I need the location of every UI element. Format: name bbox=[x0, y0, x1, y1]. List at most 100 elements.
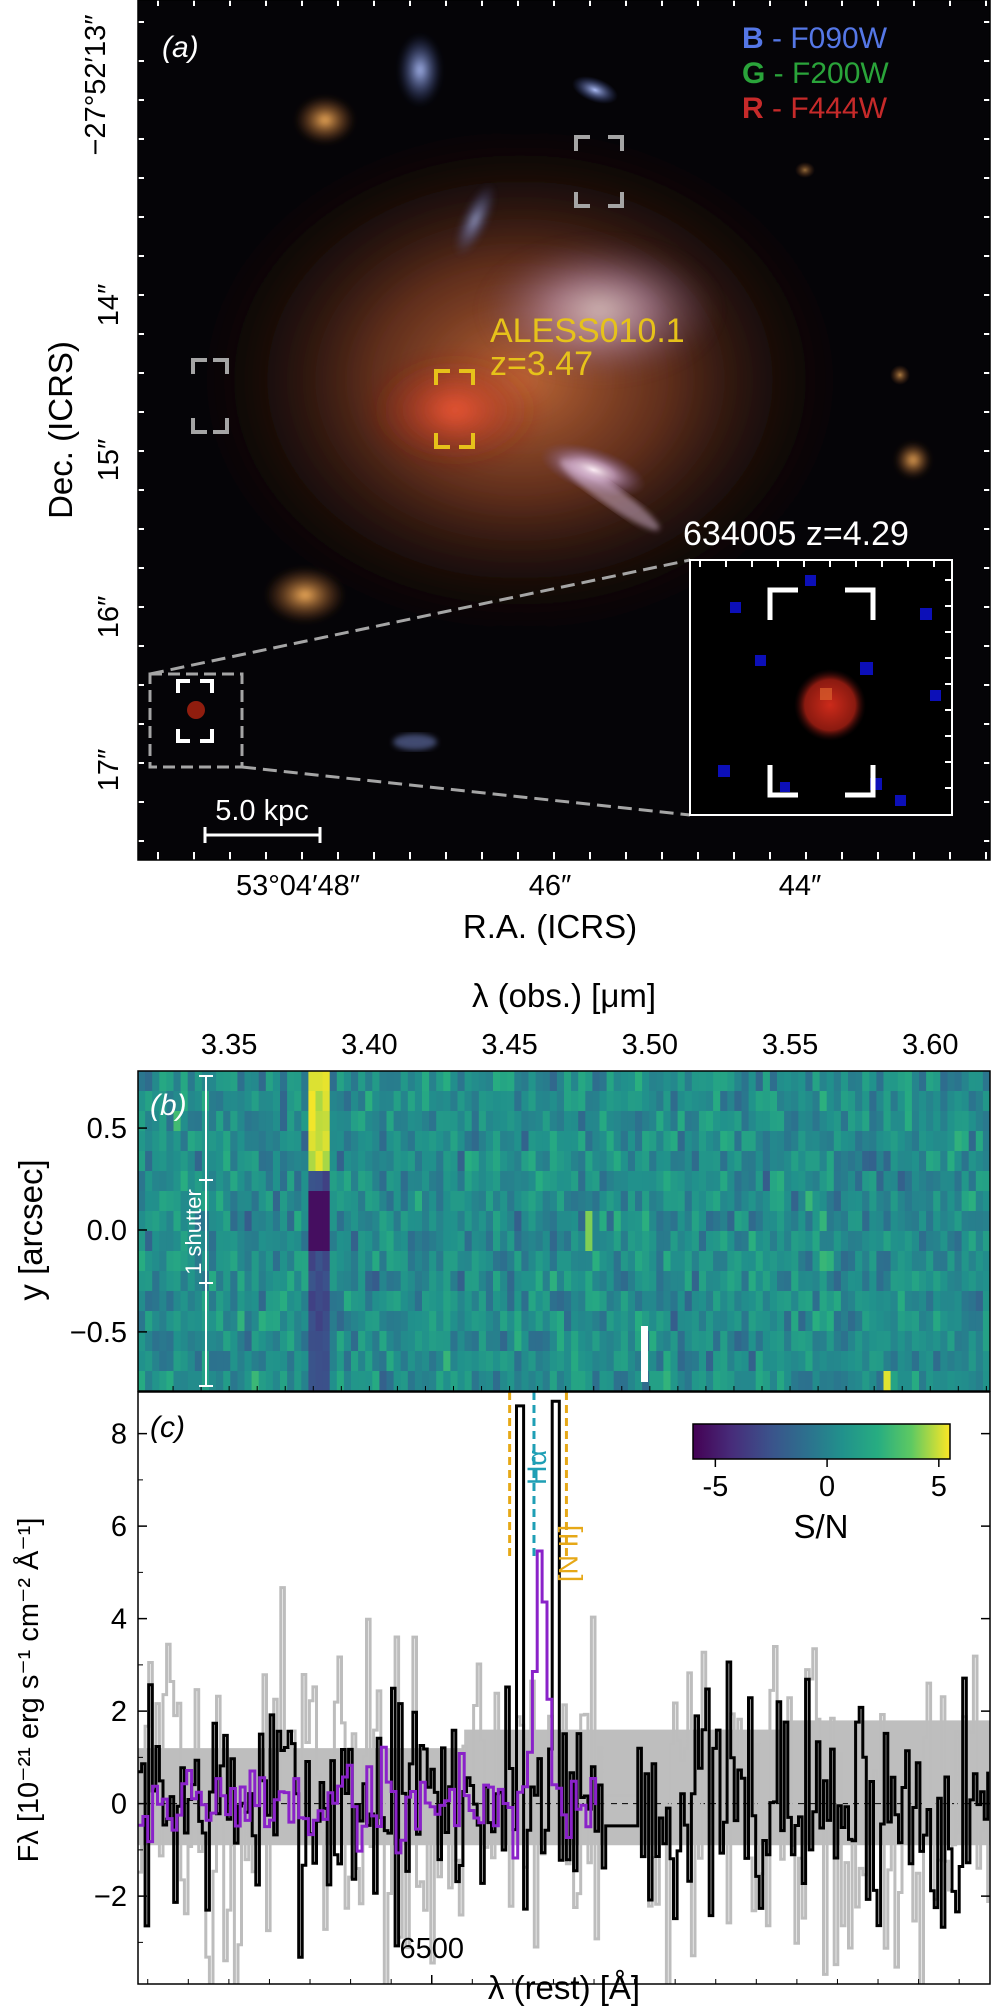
colorbar: -5 0 5 S/N bbox=[692, 1423, 951, 1545]
sn-pixel bbox=[883, 1231, 892, 1252]
sn-pixel bbox=[464, 1171, 473, 1192]
sn-pixel bbox=[571, 1131, 579, 1152]
obs-tick-label: 3.45 bbox=[481, 1029, 537, 1061]
sn-pixel bbox=[493, 1131, 501, 1152]
sn-pixel bbox=[855, 1331, 863, 1352]
sn-pixel bbox=[365, 1071, 373, 1092]
sn-pixel bbox=[748, 1111, 757, 1132]
sn-pixel bbox=[862, 1351, 870, 1372]
sn-pixel bbox=[769, 1131, 778, 1152]
sn-pixel bbox=[940, 1131, 948, 1152]
sn-pixel bbox=[713, 1271, 721, 1292]
sn-pixel bbox=[890, 1371, 899, 1391]
sn-pixel bbox=[670, 1071, 679, 1092]
sn-pixel bbox=[670, 1311, 679, 1332]
sn-pixel bbox=[223, 1071, 231, 1092]
sn-pixel bbox=[698, 1331, 707, 1352]
sn-pixel bbox=[535, 1351, 544, 1372]
y-arcsec-ticks: 0.50.0−0.5 bbox=[70, 1113, 147, 1349]
sn-pixel bbox=[798, 1251, 806, 1272]
sn-pixel bbox=[372, 1251, 380, 1272]
sn-pixel bbox=[869, 1271, 877, 1292]
sn-pixel bbox=[578, 1071, 586, 1092]
sn-pixel bbox=[585, 1271, 593, 1292]
sn-pixel bbox=[407, 1171, 416, 1192]
sn-pixel bbox=[443, 1311, 451, 1332]
sn-pixel bbox=[322, 1111, 331, 1132]
sn-pixel bbox=[805, 1131, 814, 1152]
sn-pixel bbox=[478, 1071, 487, 1092]
sn-pixel bbox=[209, 1211, 217, 1232]
legend-entry-b: B - F090W bbox=[742, 22, 888, 55]
sn-pixel bbox=[585, 1311, 593, 1332]
sn-pixel bbox=[301, 1191, 309, 1212]
sn-pixel bbox=[656, 1111, 664, 1132]
sn-pixel bbox=[840, 1271, 849, 1292]
sn-pixel bbox=[407, 1091, 416, 1112]
sn-pixel bbox=[528, 1271, 537, 1292]
sn-pixel bbox=[301, 1091, 309, 1112]
sn-pixel bbox=[982, 1231, 990, 1252]
orange-source-top-left bbox=[295, 96, 355, 144]
sn-pixel bbox=[379, 1111, 388, 1132]
sn-pixel bbox=[769, 1091, 778, 1112]
sn-pixel bbox=[869, 1151, 877, 1172]
sn-pixel bbox=[145, 1131, 153, 1152]
sn-pixel bbox=[272, 1131, 281, 1152]
sn-pixel bbox=[748, 1131, 757, 1152]
sn-pixel bbox=[180, 1231, 189, 1252]
sn-pixel bbox=[138, 1191, 146, 1212]
sn-pixel bbox=[890, 1131, 899, 1152]
sn-pixel bbox=[471, 1171, 480, 1192]
sn-pixel bbox=[840, 1231, 849, 1252]
sn-pixel bbox=[897, 1211, 906, 1232]
sn-pixel bbox=[301, 1291, 309, 1312]
sn-pixel bbox=[223, 1091, 231, 1112]
sn-pixel bbox=[265, 1291, 274, 1312]
sn-pixel bbox=[535, 1191, 544, 1212]
sn-pixel bbox=[301, 1251, 309, 1272]
sn-pixel bbox=[436, 1211, 444, 1232]
sn-pixel bbox=[904, 1111, 913, 1132]
sn-pixel bbox=[159, 1211, 167, 1232]
sn-pixel bbox=[329, 1291, 338, 1312]
sn-pixel bbox=[741, 1171, 750, 1192]
sn-pixel bbox=[507, 1291, 515, 1312]
sn-pixel bbox=[159, 1371, 167, 1391]
sn-pixel bbox=[855, 1071, 863, 1092]
sn-pixel bbox=[897, 1291, 906, 1312]
sn-pixel bbox=[848, 1191, 856, 1212]
sn-pixel bbox=[230, 1071, 238, 1092]
galaxy-tail bbox=[560, 459, 660, 531]
sn-pixel bbox=[464, 1071, 473, 1092]
sn-pixel bbox=[727, 1191, 735, 1212]
sn-pixel bbox=[379, 1271, 388, 1292]
sn-pixel bbox=[691, 1291, 700, 1312]
sn-pixel bbox=[251, 1191, 260, 1212]
sn-pixel bbox=[464, 1371, 473, 1391]
sn-pixel bbox=[791, 1291, 799, 1312]
sn-pixel bbox=[571, 1271, 579, 1292]
sn-pixel bbox=[308, 1311, 317, 1332]
sn-pixel bbox=[329, 1151, 338, 1172]
target-name: ALESS010.1 bbox=[490, 312, 685, 350]
sn-pixel bbox=[336, 1111, 345, 1132]
sn-pixel bbox=[294, 1111, 302, 1132]
sn-pixel bbox=[911, 1371, 920, 1391]
sn-pixel bbox=[365, 1111, 373, 1132]
sn-pixel bbox=[159, 1171, 167, 1192]
sn-pixel bbox=[741, 1251, 750, 1272]
sn-pixel bbox=[180, 1311, 189, 1332]
sn-pixel bbox=[890, 1311, 899, 1332]
sn-pixel bbox=[265, 1351, 274, 1372]
sn-pixel bbox=[166, 1371, 175, 1391]
sn-pixel bbox=[982, 1131, 990, 1152]
sn-pixel bbox=[244, 1251, 253, 1272]
sn-pixel bbox=[734, 1071, 743, 1092]
sn-pixel bbox=[670, 1251, 679, 1272]
sn-pixel bbox=[713, 1211, 721, 1232]
sn-pixel bbox=[954, 1111, 963, 1132]
sn-pixel bbox=[230, 1251, 238, 1272]
sn-pixel bbox=[500, 1171, 508, 1192]
panel-b-frame bbox=[137, 1070, 991, 1392]
